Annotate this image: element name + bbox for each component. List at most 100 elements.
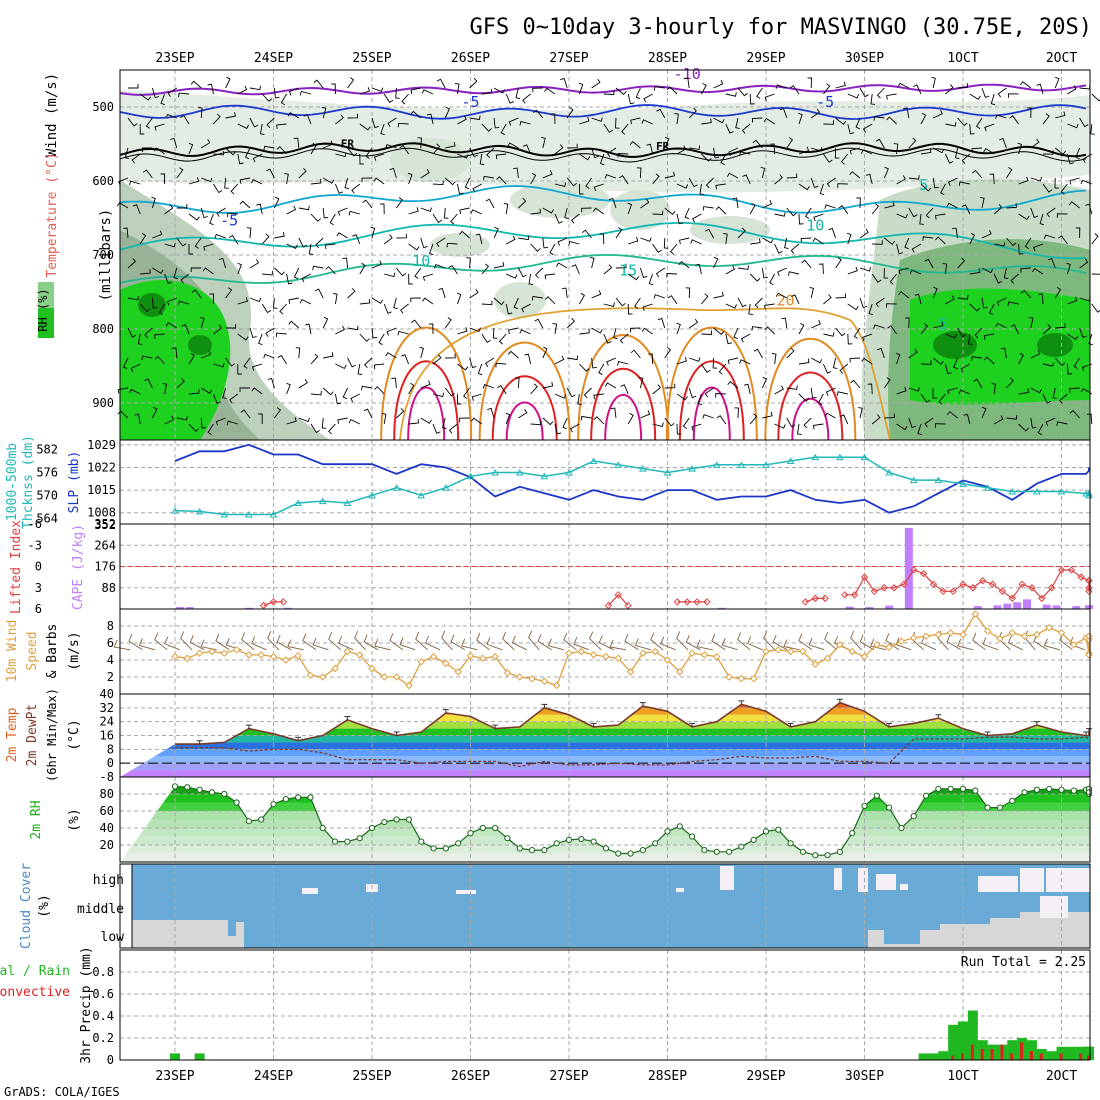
wind-barb (688, 107, 697, 119)
rh-marker (245, 818, 252, 825)
rh-marker (541, 847, 548, 854)
surface-wind-barb (1024, 630, 1036, 651)
temp-minmax-whisker (590, 722, 597, 727)
wind-barb (628, 236, 639, 245)
wind-speed-marker (786, 647, 795, 656)
wind-barb (749, 413, 758, 425)
rh-marker (1021, 789, 1028, 796)
wind-barb (903, 107, 910, 119)
wind-barb (957, 257, 966, 269)
lifted-index-marker (821, 594, 829, 603)
wind-barb (823, 83, 831, 95)
wind-barb (690, 239, 702, 245)
wind-barb (1087, 413, 1093, 425)
surface-wind-barb (563, 632, 577, 651)
wind-barb (896, 386, 907, 395)
rh-patch (430, 233, 490, 257)
wind-barb (1006, 377, 1014, 389)
thickness-marker (835, 453, 844, 461)
wind-barb (608, 197, 617, 209)
wind-barb (753, 348, 763, 359)
wind-barb (1073, 357, 1080, 369)
low-cloud-block (868, 912, 1090, 948)
wind-barb (630, 349, 641, 359)
wind-barb (653, 294, 665, 299)
thickness-marker (466, 472, 475, 480)
precip-tick-label: 0.6 (92, 987, 114, 1001)
rh-marker (922, 792, 930, 799)
wind-speed-marker (910, 634, 918, 642)
wind-barb (518, 267, 527, 278)
wind-barb (485, 198, 495, 209)
wind-barb (422, 273, 434, 281)
surface-wind-barb (328, 632, 342, 651)
wind-barb (1088, 333, 1093, 346)
wind-barb (313, 79, 324, 89)
precip-convective-bar (990, 1049, 994, 1060)
wind-barb (617, 361, 629, 366)
wind-speed-marker (454, 668, 462, 676)
wind-barb (725, 333, 733, 345)
lifted-index-marker (850, 591, 859, 599)
lifted-index-marker (1028, 584, 1036, 592)
lifted-index-marker (1057, 566, 1066, 574)
wind-barb (395, 87, 400, 99)
lifted-index-marker (841, 591, 849, 599)
wind-barb (252, 153, 263, 163)
wind-barb (188, 423, 200, 433)
date-label-bottom: 25SEP (352, 1069, 391, 1084)
precip-total-label: Total / Rain (0, 964, 70, 979)
wind-barb (666, 86, 678, 95)
rh-marker (184, 784, 191, 791)
wind-barb (577, 393, 582, 405)
wind-speed-marker (405, 681, 413, 690)
wind-barb (456, 183, 464, 195)
wind-barb (968, 333, 973, 345)
wind-barb (603, 123, 613, 133)
date-label-bottom: 24SEP (254, 1069, 293, 1084)
precip-total-bar (967, 1010, 978, 1060)
wind-barb (646, 143, 654, 155)
warm-isotherm-lobe (777, 371, 844, 441)
precip-convective-bar (1020, 1042, 1024, 1060)
surface-wind-barb (113, 639, 131, 651)
wind-barb (589, 256, 595, 269)
rh-band (120, 836, 1090, 845)
wind-barb (580, 415, 592, 421)
rh-marker (799, 848, 807, 855)
rh-marker (405, 816, 413, 823)
date-label-top: 24SEP (254, 51, 293, 66)
rh-marker (442, 845, 449, 852)
wind-barb (1059, 393, 1068, 404)
precip-tick-label: 0.8 (92, 965, 114, 979)
wind-barb (634, 297, 641, 309)
surface-wind-barb (1007, 635, 1023, 651)
wind-barb (1042, 362, 1055, 367)
temp-minmax-whisker (984, 731, 991, 736)
temp-minmax-whisker (935, 714, 942, 719)
wind-barb (737, 297, 747, 308)
wind-barb (446, 242, 458, 248)
surface-wind-barb (189, 635, 205, 651)
wind-barb (564, 207, 569, 220)
wind-barb (893, 143, 899, 155)
rh-marker (233, 799, 240, 806)
wind-barb (896, 243, 904, 255)
panel-side-label: Lifted Index (9, 520, 24, 614)
wind-barb (957, 83, 969, 89)
wind-barb (469, 115, 481, 121)
wind-barb (417, 137, 422, 149)
wind-barb (877, 347, 885, 359)
wind-barb (591, 357, 597, 369)
wind-barb (408, 273, 413, 285)
wind-barb (627, 202, 633, 215)
cape-bar (1042, 604, 1051, 609)
surface-wind-barb (461, 638, 478, 651)
wind-barb (615, 117, 620, 129)
wind-barb (310, 390, 322, 396)
wind-barb (868, 303, 874, 316)
pressure-tick-label: 500 (92, 100, 114, 114)
surface-wind-barb (824, 632, 838, 651)
